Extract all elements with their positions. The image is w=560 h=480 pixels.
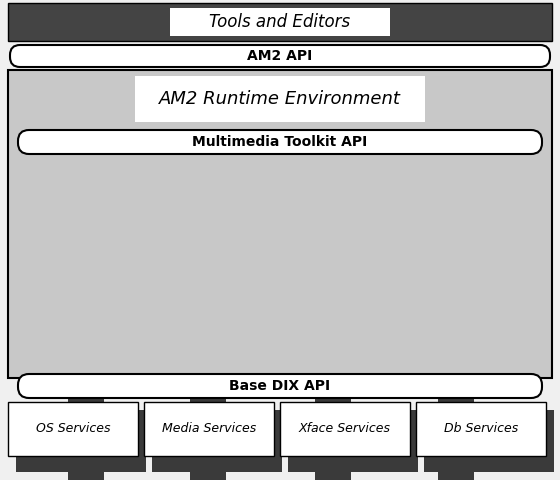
FancyBboxPatch shape bbox=[18, 374, 542, 398]
Text: Base DIX API: Base DIX API bbox=[230, 379, 330, 393]
Bar bbox=[8, 3, 552, 41]
Bar bbox=[416, 402, 546, 456]
Bar bbox=[135, 76, 425, 122]
Bar bbox=[170, 8, 390, 36]
Bar bbox=[8, 70, 552, 378]
Bar bbox=[190, 376, 226, 480]
Text: OS Services: OS Services bbox=[36, 422, 110, 435]
Text: AM2 Runtime Environment: AM2 Runtime Environment bbox=[159, 90, 401, 108]
Bar bbox=[16, 410, 146, 472]
Bar bbox=[424, 410, 554, 472]
Bar bbox=[68, 376, 104, 480]
Bar bbox=[288, 410, 418, 472]
FancyBboxPatch shape bbox=[18, 130, 542, 154]
Bar bbox=[280, 402, 410, 456]
Bar bbox=[144, 402, 274, 456]
Text: AM2 API: AM2 API bbox=[248, 49, 312, 63]
FancyBboxPatch shape bbox=[10, 45, 550, 67]
Text: Xface Services: Xface Services bbox=[299, 422, 391, 435]
Text: Media Services: Media Services bbox=[162, 422, 256, 435]
Bar bbox=[438, 376, 474, 480]
Text: Multimedia Toolkit API: Multimedia Toolkit API bbox=[193, 135, 367, 149]
Bar bbox=[315, 376, 351, 480]
Text: Tools and Editors: Tools and Editors bbox=[209, 13, 351, 31]
Bar bbox=[152, 410, 282, 472]
Bar bbox=[8, 402, 138, 456]
Text: Db Services: Db Services bbox=[444, 422, 518, 435]
